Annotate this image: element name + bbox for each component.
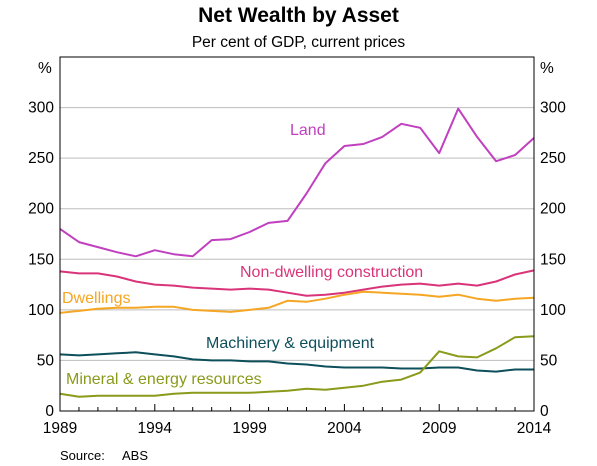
y-tick-label-right: 250 [540,150,566,167]
x-tick-label: 1989 [43,420,77,437]
y-tick-label-right: 0 [540,403,549,420]
source-value: ABS [122,448,148,463]
x-tick-label: 2004 [327,420,362,437]
series-line-machinery-equipment [59,351,534,373]
y-ticks-left: 0 50 100 150 200 250 300 [28,100,54,420]
y-tick-label-right: 50 [540,352,558,369]
y-unit-right: % [540,60,554,77]
y-tick-label-left: 200 [28,201,54,218]
plot-frame [59,56,535,412]
y-tick-label-right: 150 [540,251,566,268]
y-unit-left: % [38,60,52,77]
y-ticks-right: 0 50 100 150 200 250 300 [540,100,566,420]
chart-subtitle: Per cent of GDP, current prices [192,34,406,51]
x-ticks: 1989 1994 1999 2004 2009 2014 [43,404,552,437]
source-label: Source: [60,448,105,463]
chart-title: Net Wealth by Asset [198,4,399,27]
y-tick-label-right: 200 [540,201,566,218]
series-line-dwellings [59,290,535,314]
label-machinery-equipment: Machinery & equipment [206,335,375,352]
x-tick-label: 2009 [422,420,456,437]
series-lines [59,107,535,398]
label-mineral-energy-resources: Mineral & energy resources [66,371,262,388]
label-non-dwelling-construction: Non-dwelling construction [240,264,423,281]
y-tick-label-left: 150 [28,251,54,268]
series-line-non-dwelling-construction [59,269,535,297]
x-tick-label: 1999 [232,420,266,437]
label-dwellings: Dwellings [62,290,130,307]
label-land: Land [290,122,326,139]
y-tick-label-left: 300 [28,100,54,117]
y-tick-label-right: 300 [540,100,566,117]
y-tick-label-left: 0 [45,403,54,420]
y-tick-label-left: 100 [28,302,54,319]
gridlines [60,107,534,361]
series-line-land [59,107,535,258]
y-tick-label-left: 250 [28,150,54,167]
y-tick-label-left: 50 [37,352,55,369]
x-tick-label: 1994 [138,420,173,437]
y-tick-label-right: 100 [540,302,566,319]
x-tick-label: 2014 [517,420,552,437]
series-line-mineral-energy-resources [59,335,535,398]
